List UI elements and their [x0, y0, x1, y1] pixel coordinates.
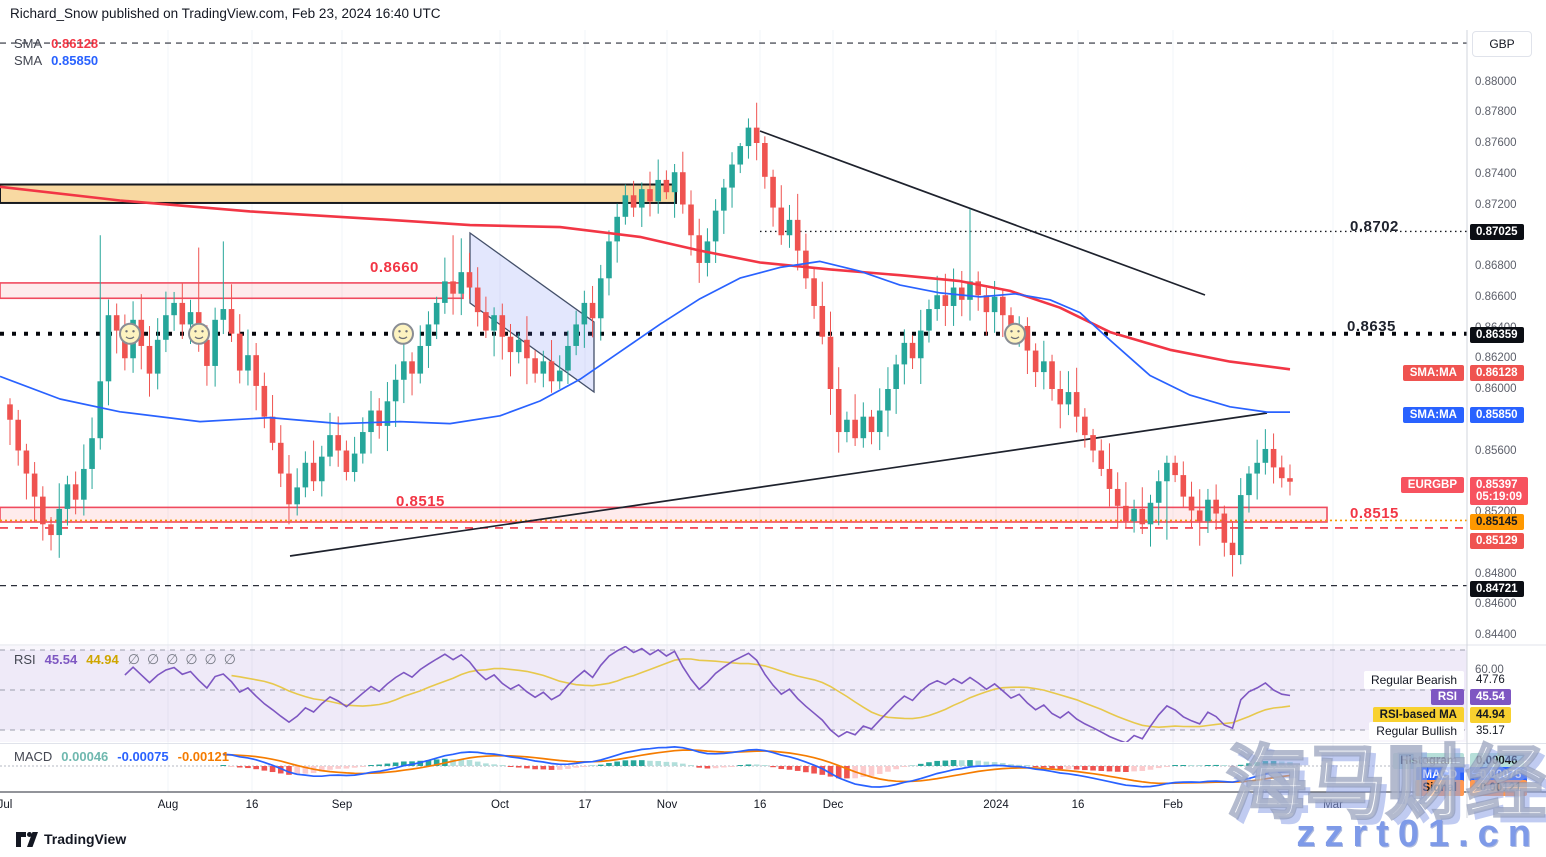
price-axis-label-45.54: 45.54: [1470, 689, 1511, 705]
price-axis-label-0.86359: 0.86359: [1470, 327, 1524, 343]
price-axis-label--0.00121: -0.00121: [1470, 780, 1528, 796]
rsi-pane-background: [0, 646, 1467, 742]
time-axis-tick-17: 17: [578, 799, 592, 811]
level-text-0.8635: 0.8635: [1347, 318, 1396, 335]
macd-series: [220, 758, 1293, 779]
price-axis-tick: 0.84600: [1475, 598, 1517, 611]
price-axis-tick: 0.86800: [1475, 260, 1517, 272]
price-axis-tick: 0.87200: [1475, 198, 1517, 211]
time-axis-tick-16: 16: [245, 799, 259, 811]
price-axis-tick: 0.86600: [1475, 290, 1517, 303]
pane-label-signal[interactable]: Signal: [1415, 780, 1464, 796]
price-axis-tick: 0.84800: [1475, 567, 1517, 580]
tradingview-attribution[interactable]: TradingView: [16, 831, 126, 847]
price-axis-label-35.17: 35.17: [1476, 725, 1505, 737]
sma-legend-row-2[interactable]: SMA 0.85850: [14, 53, 98, 68]
sma-label-2: SMA: [14, 53, 43, 68]
macd-signal-value: -0.00121: [177, 749, 229, 764]
pane-label-sma:ma[interactable]: SMA:MA: [1402, 407, 1464, 423]
watermark-chinese: 海马财经: [1225, 739, 1546, 828]
level-text-0.8702: 0.8702: [1350, 218, 1399, 235]
price-axis-label-0.87025: 0.87025: [1470, 224, 1524, 240]
price-axis-label-0.85129: 0.85129: [1470, 533, 1524, 549]
price-axis-tick: 0.88000: [1475, 75, 1517, 88]
price-axis-tick: 0.87400: [1475, 167, 1517, 180]
macd-line[interactable]: [223, 746, 1291, 788]
rsi-ma-line[interactable]: [231, 658, 1291, 729]
pane-label-rsi[interactable]: RSI: [1430, 689, 1464, 705]
time-axis-tick-Oct: Oct: [491, 799, 509, 811]
macd-signal-line[interactable]: [223, 749, 1291, 785]
price-axis-tick: 0.87800: [1475, 106, 1517, 119]
rsi-line[interactable]: [124, 646, 1291, 743]
rsi-axis-tick: 60.00: [1475, 664, 1504, 676]
pane-label-sma:ma[interactable]: SMA:MA: [1402, 365, 1464, 381]
pane-label-rsi-based-ma[interactable]: RSI-based MA: [1372, 707, 1464, 723]
sma-value-blue: 0.85850: [51, 53, 99, 68]
pane-label-regular-bullish[interactable]: Regular Bullish: [1369, 722, 1464, 740]
pane-label-histogram[interactable]: Histogram: [1393, 753, 1464, 769]
watermark-url: zzrt01.cn: [1296, 813, 1540, 855]
price-axis-label--0.00075: -0.00075: [1470, 767, 1528, 783]
price-axis-tick: 0.86000: [1475, 383, 1517, 395]
pivot-smiley-marker[interactable]: [1004, 322, 1026, 345]
macd-line-value: -0.00075: [117, 749, 169, 764]
macd-label: MACD: [14, 749, 53, 764]
price-axis-label-0.85145: 0.85145: [1470, 514, 1524, 530]
ascending-trendline[interactable]: [289, 412, 1268, 557]
time-axis-tick-Jul: Jul: [0, 799, 13, 811]
descending-trendline[interactable]: [759, 130, 1206, 296]
price-axis-label-0.00046: 0.00046: [1470, 753, 1524, 769]
price-axis-label-0.85397: 0.85397 05:19:09: [1470, 477, 1529, 505]
time-axis-tick-Aug: Aug: [157, 799, 179, 811]
time-axis-tick-Sep: Sep: [331, 799, 353, 811]
pane-label-macd[interactable]: MACD: [1415, 767, 1464, 783]
pane-label-eurgbp[interactable]: EURGBP: [1400, 477, 1464, 493]
sma-label: SMA: [14, 36, 43, 51]
time-axis-tick-16: 16: [1071, 799, 1085, 811]
support-zone-0851[interactable]: [0, 506, 1328, 523]
rsi-ma-value: 44.94: [86, 652, 119, 667]
price-axis-tick: 0.84400: [1475, 629, 1517, 641]
sma-value-red: 0.86128: [51, 36, 99, 51]
time-axis-tick-2024: 2024: [983, 799, 1009, 811]
rsi-value: 45.54: [44, 652, 78, 667]
time-axis-tick-Feb: Feb: [1163, 799, 1183, 811]
price-axis-label-47.76: 47.76: [1476, 674, 1505, 686]
pivot-smiley-marker[interactable]: [188, 322, 210, 345]
level-text-0.8515: 0.8515: [396, 493, 445, 510]
rsi-hidden-plot-icons[interactable]: ∅∅∅∅∅∅: [127, 651, 243, 667]
price-axis-tick: 0.86200: [1475, 352, 1517, 365]
currency-toggle-button[interactable]: GBP: [1472, 31, 1532, 57]
price-axis-label-0.84721: 0.84721: [1470, 581, 1524, 597]
time-axis-tick-Mar: Mar: [1323, 799, 1343, 811]
tradingview-brand-text: TradingView: [44, 831, 127, 847]
pane-label-regular-bearish[interactable]: Regular Bearish: [1363, 671, 1464, 689]
rsi-legend-row[interactable]: RSI 45.54 44.94 ∅∅∅∅∅∅: [14, 651, 243, 668]
pivot-smiley-marker[interactable]: [119, 322, 141, 345]
pivot-smiley-marker[interactable]: [392, 322, 414, 345]
tradingview-logo-icon: [16, 831, 38, 847]
sma-line-blue[interactable]: [0, 260, 1290, 425]
level-text-0.8660: 0.8660: [370, 259, 419, 276]
price-axis-label-0.85850: 0.85850: [1470, 407, 1524, 423]
rsi-label: RSI: [14, 652, 36, 667]
price-axis-label-44.94: 44.94: [1470, 707, 1511, 723]
macd-legend-row[interactable]: MACD 0.00046 -0.00075 -0.00121: [14, 749, 229, 764]
time-axis-tick-Dec: Dec: [822, 799, 844, 811]
price-axis-tick: 0.85600: [1475, 444, 1517, 457]
time-axis-tick-16: 16: [753, 799, 767, 811]
sma-legend-row-1[interactable]: SMA 0.86128: [14, 36, 98, 51]
supply-zone-0872[interactable]: [0, 183, 677, 204]
time-axis-tick-Nov: Nov: [656, 799, 678, 811]
price-axis-label-0.86128: 0.86128: [1470, 365, 1524, 381]
macd-hist-value: 0.00046: [61, 749, 109, 764]
level-text-0.8515: 0.8515: [1350, 505, 1399, 522]
publish-attribution: Richard_Snow published on TradingView.co…: [10, 6, 441, 21]
price-axis-tick: 0.87600: [1475, 137, 1517, 149]
